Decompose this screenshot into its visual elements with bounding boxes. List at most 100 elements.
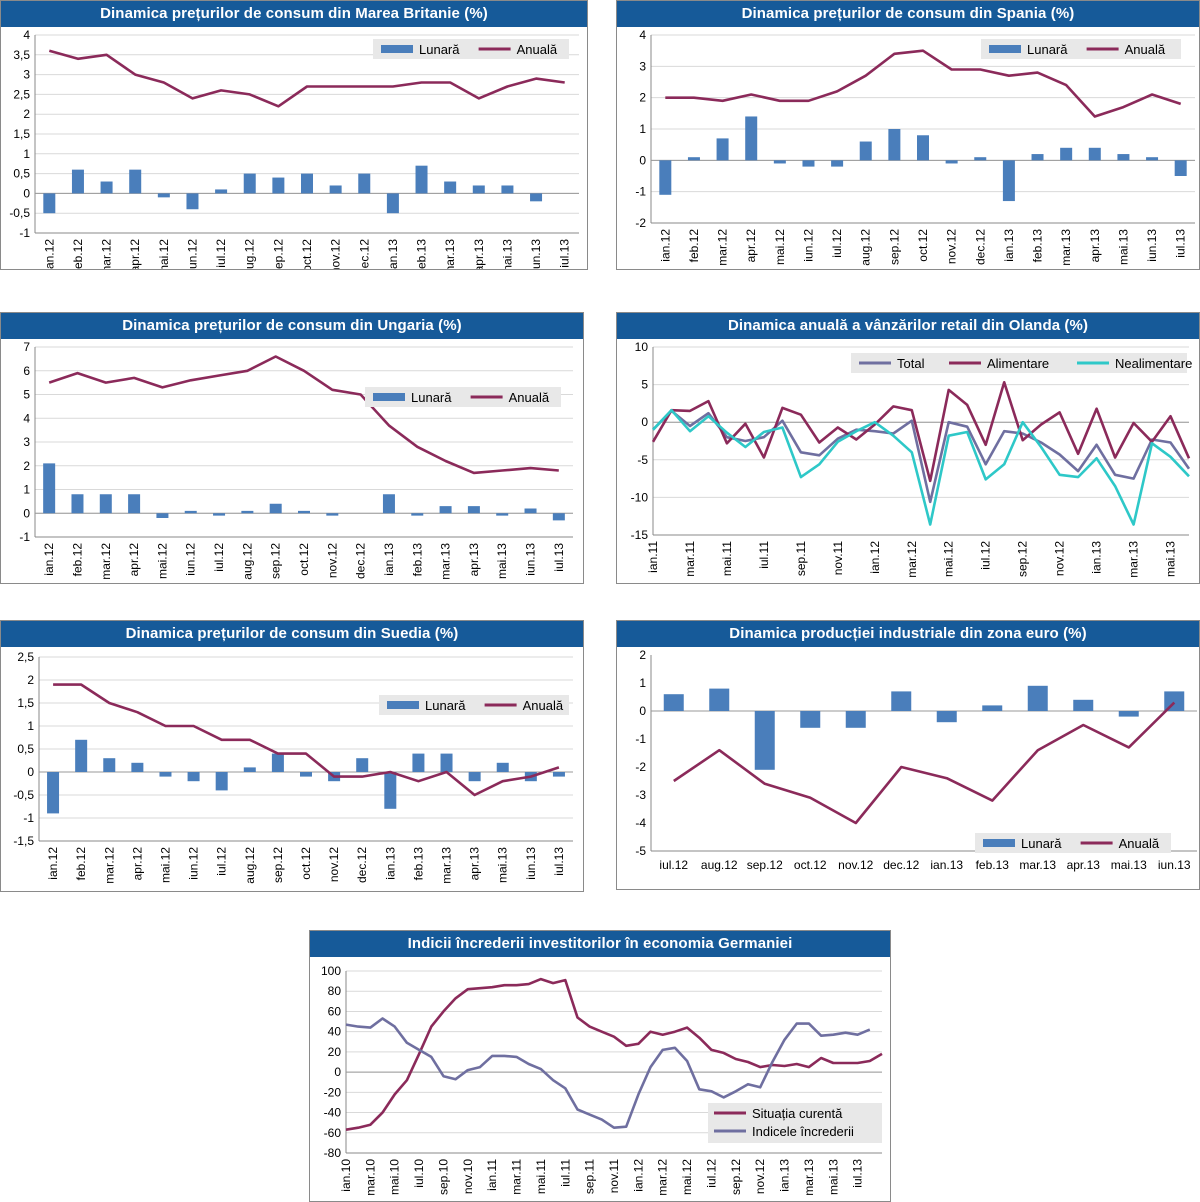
x-tick-label: mar.13 — [1127, 541, 1141, 578]
legend-box — [708, 1103, 882, 1143]
y-tick-label: 0 — [27, 765, 34, 779]
x-tick-label: apr.13 — [1088, 229, 1102, 263]
bar-mai.12 — [159, 772, 172, 777]
chart-panel-uk: Dinamica prețurilor de consum din Marea … — [0, 0, 588, 270]
y-tick-label: 4 — [23, 411, 30, 425]
series-line-1 — [53, 683, 560, 797]
x-tick-label: aug.12 — [243, 847, 257, 884]
legend-swatch — [989, 45, 1021, 53]
bar-iul.12 — [215, 772, 228, 791]
legend-label: Lunară — [1021, 836, 1062, 851]
x-tick-label: apr.13 — [468, 847, 482, 881]
bar-oct.12 — [300, 772, 312, 777]
bar-apr.13 — [1073, 699, 1094, 711]
x-tick-label: apr.13 — [472, 239, 486, 269]
bar-iun.13 — [524, 508, 537, 514]
chart-panel-de: Indicii încrederii investitorilor în eco… — [309, 930, 891, 1202]
chart-title: Indicii încrederii investitorilor în eco… — [310, 931, 890, 957]
x-tick-label: sep.11 — [583, 1159, 597, 1194]
bar-feb.13 — [411, 513, 424, 516]
y-tick-label: 100 — [321, 964, 341, 978]
y-tick-label: 0 — [639, 704, 646, 718]
bar-mar.13 — [1027, 685, 1048, 711]
x-tick-label: mar.12 — [102, 847, 116, 884]
legend-label: Lunară — [411, 390, 452, 405]
x-tick-label: nov.12 — [325, 543, 339, 578]
bar-ian.13 — [936, 711, 957, 723]
x-tick-label: mar.11 — [510, 1159, 524, 1195]
bar-nov.12 — [945, 160, 958, 164]
y-tick-label: -80 — [324, 1146, 342, 1160]
x-tick-label: iul.13 — [552, 847, 566, 876]
x-tick-label: nov.12 — [838, 858, 873, 872]
y-tick-label: 1 — [23, 147, 30, 161]
bar-dec.12 — [891, 691, 912, 711]
legend-label: Anuală — [517, 42, 558, 57]
legend-box — [975, 833, 1171, 853]
chart-panel-es: Dinamica prețurilor de consum din Spania… — [616, 0, 1200, 270]
x-tick-label: mai.12 — [773, 229, 787, 265]
x-tick-label: oct.12 — [794, 858, 827, 872]
bar-mar.13 — [444, 181, 457, 194]
legend-label: Total — [897, 356, 925, 371]
legend-box — [365, 387, 561, 407]
x-tick-label: feb.13 — [1031, 229, 1045, 263]
x-tick-label: iul.12 — [214, 239, 228, 268]
legend-box — [851, 353, 1187, 373]
x-tick-label: mar.13 — [1059, 229, 1073, 266]
x-tick-label: iul.12 — [659, 858, 688, 872]
x-tick-label: ian.13 — [1002, 229, 1016, 262]
bar-iul.13 — [552, 772, 565, 777]
x-tick-label: dec.12 — [357, 239, 371, 269]
bar-aug.12 — [709, 688, 730, 711]
legend-label: Lunară — [1027, 42, 1068, 57]
x-tick-label: ian.12 — [631, 1159, 645, 1192]
y-tick-label: -1 — [635, 732, 646, 746]
y-tick-label: 2 — [639, 648, 646, 662]
x-tick-label: ian.11 — [646, 541, 660, 573]
bar-apr.13 — [472, 185, 485, 194]
bar-mai.12 — [156, 513, 169, 518]
legend-label: Anuală — [523, 698, 564, 713]
x-tick-label: sep.12 — [271, 239, 285, 269]
x-tick-label: mar.13 — [1019, 858, 1056, 872]
y-tick-label: -1 — [19, 226, 30, 240]
legend-swatch — [387, 701, 419, 709]
bar-iun.13 — [1146, 157, 1159, 161]
bar-oct.12 — [917, 135, 929, 161]
bar-iul.12 — [663, 694, 684, 711]
y-tick-label: 7 — [23, 340, 30, 354]
x-tick-label: iun.13 — [524, 847, 538, 880]
bar-mai.13 — [496, 762, 509, 772]
x-tick-label: nov.12 — [753, 1159, 767, 1194]
series-line-1 — [48, 355, 559, 475]
y-tick-label: -10 — [631, 490, 649, 504]
x-tick-label: ian.13 — [383, 847, 397, 880]
x-tick-label: nov.12 — [1053, 541, 1067, 576]
x-tick-label: ian.12 — [658, 229, 672, 262]
x-tick-label: mai.12 — [158, 847, 172, 883]
chart-title: Dinamica prețurilor de consum din Suedia… — [1, 621, 583, 647]
x-tick-label: ian.13 — [930, 858, 963, 872]
y-tick-label: 2,5 — [17, 650, 34, 664]
y-tick-label: 0 — [23, 506, 30, 520]
bar-sep.12 — [272, 177, 285, 194]
bar-iul.12 — [215, 189, 228, 194]
y-tick-label: 2 — [23, 107, 30, 121]
x-tick-label: ian.13 — [1090, 541, 1104, 574]
series-line-2 — [652, 408, 1190, 526]
bar-feb.13 — [982, 705, 1003, 711]
bar-mar.13 — [1060, 147, 1073, 161]
bar-iun.12 — [184, 510, 197, 514]
bar-iun.12 — [187, 772, 200, 782]
x-tick-label: mai.13 — [495, 543, 509, 579]
bar-feb.12 — [687, 157, 700, 161]
x-tick-label: nov.11 — [831, 541, 845, 576]
bar-sep.12 — [269, 503, 282, 514]
x-tick-label: feb.13 — [410, 543, 424, 577]
x-tick-label: iul.12 — [830, 229, 844, 258]
legend-label: Lunară — [419, 42, 460, 57]
y-tick-label: -60 — [324, 1126, 342, 1140]
chart-title: Dinamica anuală a vânzărilor retail din … — [617, 313, 1199, 339]
x-tick-label: feb.13 — [976, 858, 1010, 872]
